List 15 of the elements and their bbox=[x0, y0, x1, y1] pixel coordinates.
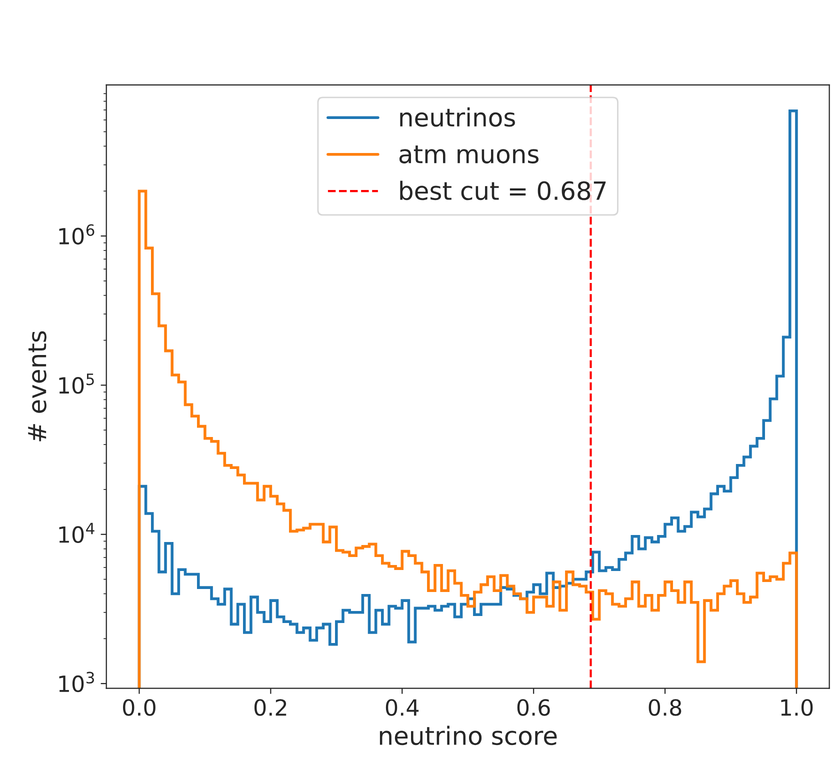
legend-label: neutrinos bbox=[400, 107, 515, 127]
x-tick-label: 0.8 bbox=[648, 699, 682, 716]
x-tick-label: 1.0 bbox=[781, 699, 813, 716]
x-tick-label: 0.2 bbox=[254, 699, 286, 716]
y-axis-title: # events bbox=[28, 331, 46, 442]
x-tick-label: 0.6 bbox=[517, 699, 550, 716]
x-tick-label: 0.0 bbox=[123, 699, 156, 716]
x-axis-title: neutrino score bbox=[380, 726, 557, 746]
ref-line-label: best cut = 0.687 bbox=[400, 180, 606, 200]
x-tick-label: 0.4 bbox=[386, 699, 419, 716]
y-tick-label: 10$^{6}$ bbox=[59, 224, 94, 245]
y-tick-label: 10$^{3}$ bbox=[59, 672, 94, 692]
y-tick-label: 10$^{4}$ bbox=[59, 522, 94, 543]
y-tick-label: 10$^{5}$ bbox=[59, 374, 94, 394]
legend-label: atm muons bbox=[399, 146, 539, 164]
